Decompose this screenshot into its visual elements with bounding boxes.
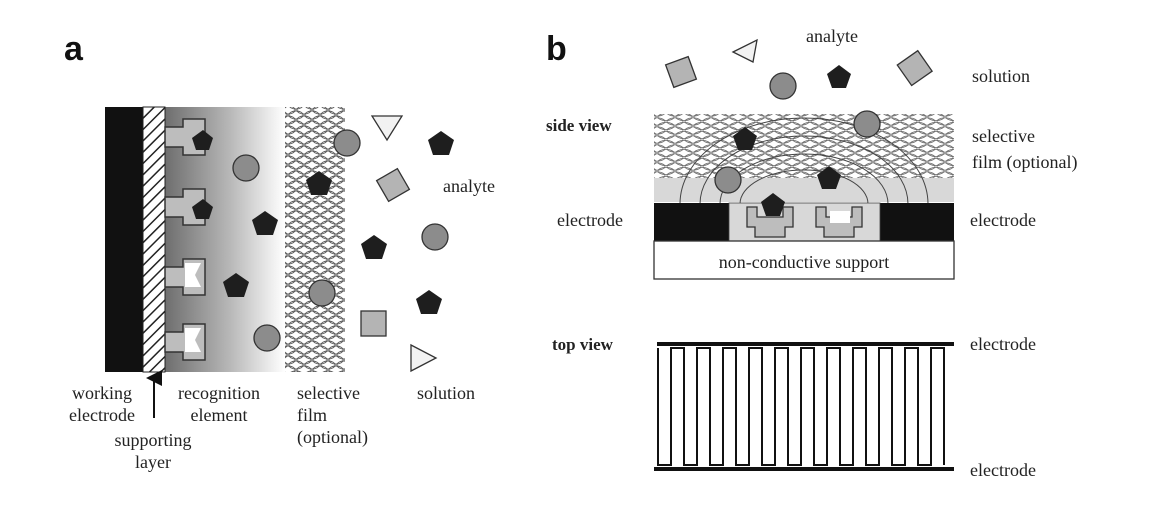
circle-molecule [714, 166, 742, 194]
analyte-pentagon [306, 171, 332, 195]
analyte-pentagon [428, 131, 454, 155]
square-molecule [664, 55, 698, 89]
electrode-bottom-label: electrode [970, 460, 1036, 480]
selective-film-a [285, 107, 345, 372]
molecules-b-film [714, 110, 881, 216]
analyte-pentagon [733, 127, 757, 150]
analyte-label-a: analyte [443, 176, 495, 196]
supporting-layer [142, 106, 166, 373]
square-molecule [896, 49, 934, 87]
electrode-top-label: electrode [970, 334, 1036, 354]
analyte-pentagon [827, 65, 851, 88]
top-view-label: top view [552, 335, 614, 354]
interdigitated-electrode [654, 342, 954, 471]
triangle-molecule [410, 343, 438, 373]
receptor-cavity [830, 211, 850, 223]
selective-film-label-a-2: film [297, 405, 327, 425]
circle-molecule [232, 154, 260, 182]
panel-b-letter: b [546, 30, 567, 68]
recognition-element-label-2: element [191, 405, 248, 425]
electrode-left-label: electrode [557, 210, 623, 230]
circle-molecule [333, 129, 361, 157]
solution-label-b: solution [972, 66, 1030, 86]
analyte-pentagon [223, 273, 249, 297]
molecules-a [192, 115, 454, 373]
square-molecule [360, 310, 387, 337]
panel-a: a [64, 30, 495, 472]
side-view-label: side view [546, 116, 612, 135]
working-electrode [105, 107, 143, 372]
recognition-element-label-1: recognition [178, 383, 260, 403]
molecules-b-top [664, 38, 934, 100]
selective-film-b [654, 114, 954, 178]
circle-molecule [253, 324, 281, 352]
selective-film-label-a-3: (optional) [297, 427, 368, 448]
working-electrode-label-2: electrode [69, 405, 135, 425]
circle-molecule [769, 72, 797, 100]
right-electrode-block [880, 203, 954, 241]
analyte-pentagon [761, 193, 785, 216]
working-electrode-label-1: working [72, 383, 132, 403]
analyte-pentagon [817, 166, 841, 189]
film-lower-band [654, 178, 954, 202]
analyte-pentagon [416, 290, 442, 314]
support-label: non-conductive support [719, 252, 889, 272]
left-electrode-block [654, 203, 729, 241]
electrode-right-label: electrode [970, 210, 1036, 230]
non-conductive-support [653, 240, 955, 280]
circle-molecule [308, 279, 336, 307]
selective-film-label-b-1: selective [972, 126, 1035, 146]
triangle-molecule [370, 115, 404, 142]
selective-film-label-a-1: selective [297, 383, 360, 403]
supporting-layer-label-2: layer [135, 452, 171, 472]
solution-label-a: solution [417, 383, 475, 403]
circle-molecule [421, 223, 449, 251]
interdigitated-fingers [657, 347, 945, 466]
analyte-pentagon [192, 199, 213, 219]
analyte-label-b: analyte [806, 26, 858, 46]
receptor-cavity [185, 263, 201, 287]
triangle-molecule [731, 38, 758, 63]
panel-a-letter: a [64, 30, 84, 68]
circle-molecule [853, 110, 881, 138]
supporting-layer-label-1: supporting [114, 430, 191, 450]
analyte-pentagon [192, 130, 213, 150]
receptor [746, 206, 794, 238]
analyte-pentagon [252, 211, 278, 235]
panel-b: b [546, 26, 1077, 480]
analyte-pentagon [361, 235, 387, 259]
selective-film-label-b-2: film (optional) [972, 152, 1077, 173]
square-molecule [375, 167, 411, 203]
receptor-cavity [185, 328, 201, 352]
